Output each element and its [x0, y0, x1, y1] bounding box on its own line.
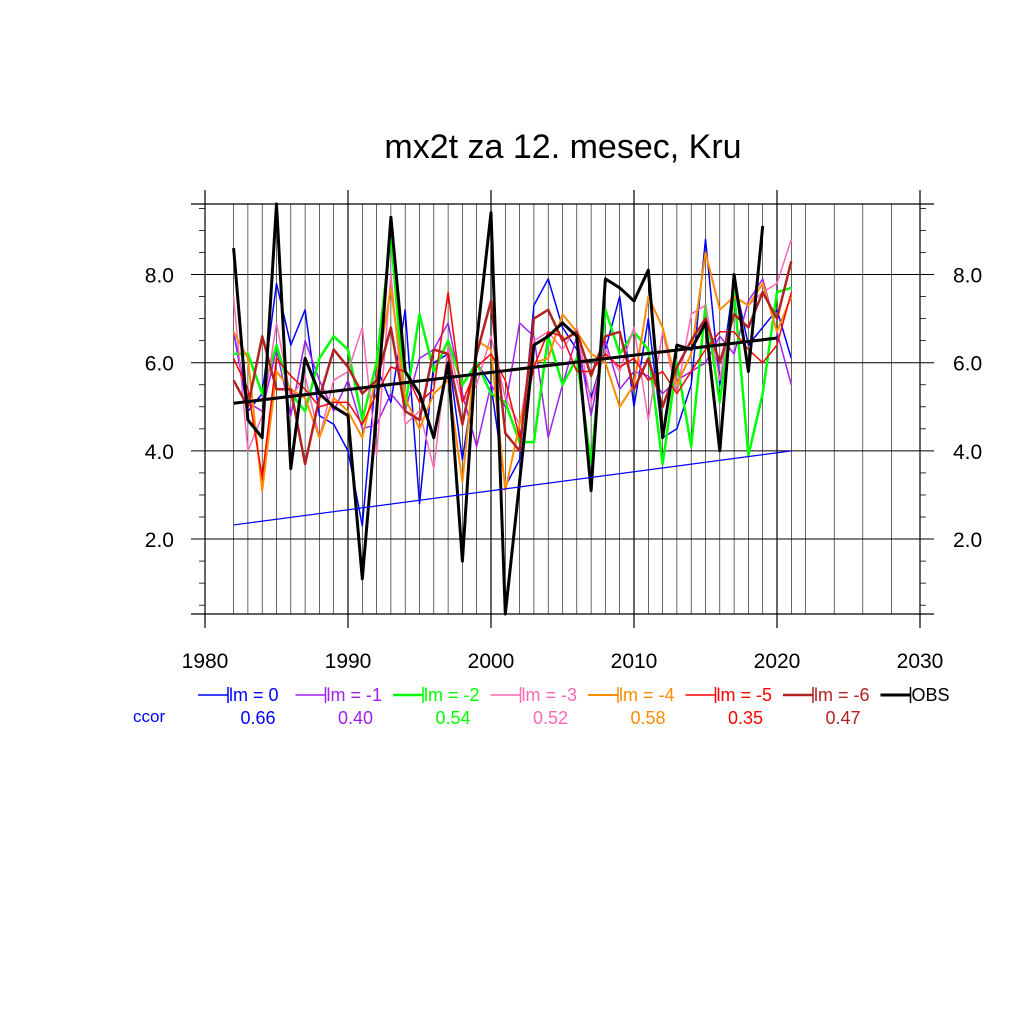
plot-frame	[191, 203, 934, 615]
y-tick-label-right: 8.0	[953, 265, 982, 288]
chart-title: mx2t za 12. mesec, Kru	[384, 128, 741, 166]
legend-ccor-value: 0.52	[533, 708, 568, 728]
legend-label: lm = -2	[424, 685, 480, 705]
x-tick-label: 1980	[182, 650, 229, 673]
x-tick-label: 2020	[754, 650, 801, 673]
ccor-label: ccor	[133, 707, 165, 726]
trend-line	[233, 336, 778, 405]
legend-label: lm = -1	[327, 685, 383, 705]
legend-ccor-value: 0.54	[435, 708, 470, 728]
legend-ccor-value: 0.58	[630, 708, 665, 728]
legend-ccor-value: 0.35	[728, 708, 763, 728]
x-tick-label: 1990	[325, 650, 372, 673]
axis-labels: 1980 1990 2000 2010 2020 2030 2.0 2.0 4.0 4.0 6.0 6…	[145, 265, 982, 673]
legend-label: lm = -5	[717, 685, 773, 705]
x-tick-label: 2030	[897, 650, 944, 673]
legend-ccor-value: 0.40	[338, 708, 373, 728]
legend-ccor-value: 0.66	[240, 708, 275, 728]
trend-line	[233, 450, 792, 526]
series-line-lm-5	[232, 291, 793, 479]
legend-label: lm = -6	[814, 685, 870, 705]
series-line-lm-4	[232, 251, 793, 492]
series-line-obs	[232, 202, 765, 616]
y-tick-label-left: 8.0	[145, 265, 174, 288]
legend: ccor lm = 0 0.66 lm = -1 0.40 lm = -2 0.54 lm …	[133, 685, 950, 728]
x-tick-label: 2010	[611, 650, 658, 673]
series-layer	[232, 202, 793, 616]
y-tick-label-right: 2.0	[953, 529, 982, 552]
series-line-lm-6	[232, 260, 793, 466]
y-tick-label-left: 4.0	[145, 441, 174, 464]
y-tick-label-right: 4.0	[953, 441, 982, 464]
series-line-lm-0	[232, 238, 793, 527]
trend-layer	[233, 336, 792, 526]
legend-ccor-value: 0.47	[825, 708, 860, 728]
legend-label: lm = -4	[619, 685, 675, 705]
legend-label: OBS	[912, 685, 950, 705]
x-tick-label: 2000	[468, 650, 515, 673]
legend-label: lm = -3	[522, 685, 578, 705]
y-tick-label-right: 6.0	[953, 353, 982, 376]
legend-label: lm = 0	[229, 685, 279, 705]
y-tick-label-left: 6.0	[145, 353, 174, 376]
y-tick-label-left: 2.0	[145, 529, 174, 552]
series-line-lm-2	[233, 233, 792, 466]
